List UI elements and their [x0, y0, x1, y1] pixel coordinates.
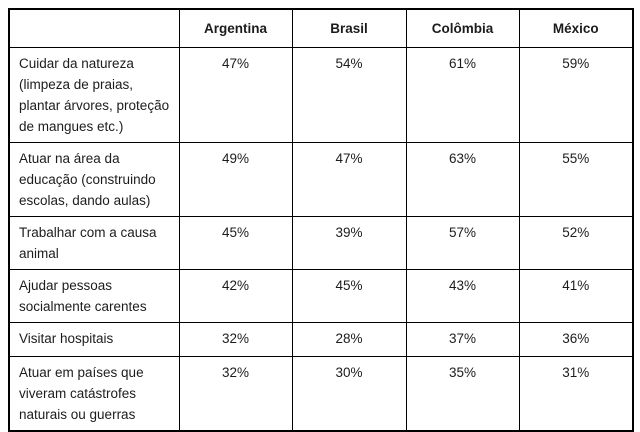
table-row: Atuar em países que viveram catástrofes …: [8, 356, 634, 432]
value-cell: 39%: [291, 216, 407, 270]
value-cell: 30%: [291, 356, 407, 432]
value-cell: 54%: [291, 47, 407, 143]
row-label-cell: Cuidar da natureza (limpeza de praias, p…: [8, 47, 180, 143]
value-cell: 36%: [518, 322, 634, 357]
value-cell: 55%: [518, 142, 634, 217]
page: Argentina Brasil Colômbia México Cuidar …: [8, 8, 634, 432]
value-cell: 43%: [405, 269, 520, 323]
value-cell: 41%: [518, 269, 634, 323]
table-row: Ajudar pessoas socialmente carentes 42% …: [8, 269, 634, 323]
value-cell: 59%: [518, 47, 634, 143]
value-cell: 57%: [405, 216, 520, 270]
row-label-cell: Trabalhar com a causa animal: [8, 216, 180, 270]
table-row: Visitar hospitais 32% 28% 37% 36%: [8, 322, 634, 357]
row-label-cell: Visitar hospitais: [8, 322, 180, 357]
value-cell: 32%: [178, 322, 293, 357]
value-cell: 49%: [178, 142, 293, 217]
header-cell-mexico: México: [518, 8, 634, 48]
row-label-cell: Ajudar pessoas socialmente carentes: [8, 269, 180, 323]
survey-table: Argentina Brasil Colômbia México Cuidar …: [8, 8, 634, 432]
value-cell: 37%: [405, 322, 520, 357]
value-cell: 61%: [405, 47, 520, 143]
value-cell: 47%: [178, 47, 293, 143]
row-label-cell: Atuar em países que viveram catástrofes …: [8, 356, 180, 432]
table-row: Trabalhar com a causa animal 45% 39% 57%…: [8, 216, 634, 270]
value-cell: 42%: [178, 269, 293, 323]
value-cell: 35%: [405, 356, 520, 432]
value-cell: 45%: [178, 216, 293, 270]
table-header-row: Argentina Brasil Colômbia México: [8, 8, 634, 48]
value-cell: 32%: [178, 356, 293, 432]
value-cell: 28%: [291, 322, 407, 357]
header-cell-brasil: Brasil: [291, 8, 407, 48]
header-cell-empty: [8, 8, 180, 48]
value-cell: 31%: [518, 356, 634, 432]
row-label-cell: Atuar na área da educação (construindo e…: [8, 142, 180, 217]
value-cell: 63%: [405, 142, 520, 217]
table-row: Atuar na área da educação (construindo e…: [8, 142, 634, 217]
header-cell-argentina: Argentina: [178, 8, 293, 48]
header-cell-colombia: Colômbia: [405, 8, 520, 48]
value-cell: 45%: [291, 269, 407, 323]
value-cell: 47%: [291, 142, 407, 217]
value-cell: 52%: [518, 216, 634, 270]
table-row: Cuidar da natureza (limpeza de praias, p…: [8, 47, 634, 143]
